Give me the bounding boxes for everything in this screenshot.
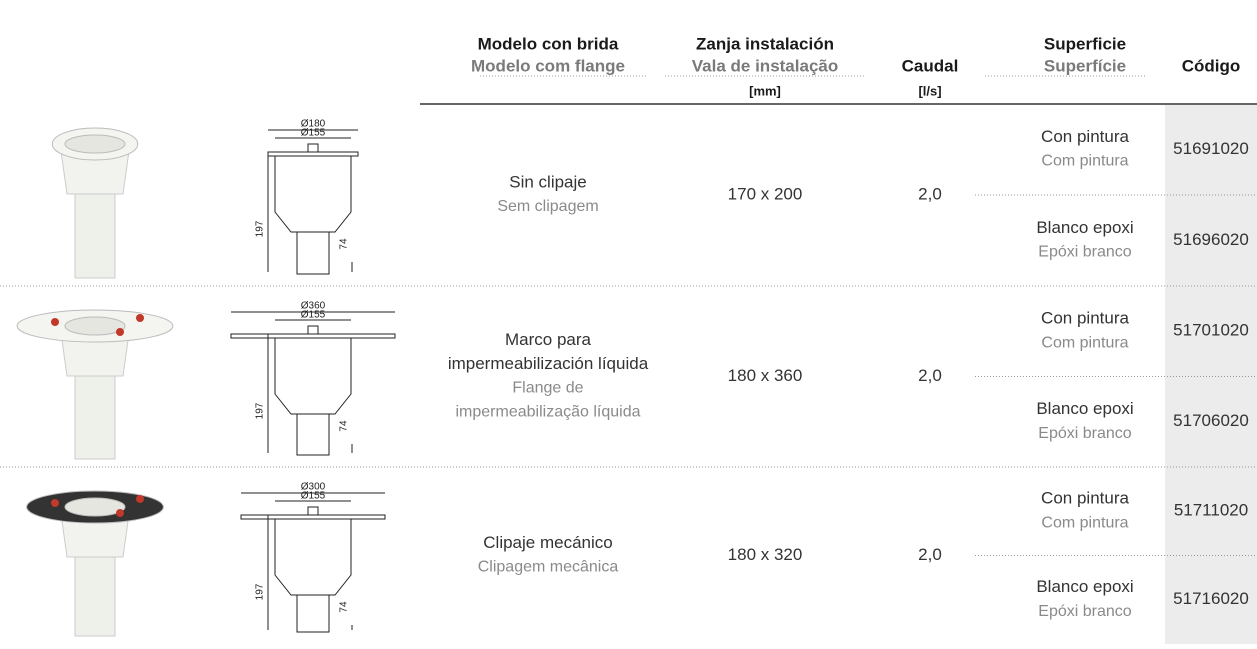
code: 51701020 xyxy=(1173,321,1249,340)
photo-opening xyxy=(64,134,126,154)
model-pt: Clipagem mecânica xyxy=(478,559,619,576)
surface-pt: Epóxi branco xyxy=(1038,425,1131,442)
drawing-flange xyxy=(230,333,396,339)
drawing-body xyxy=(274,519,352,596)
code: 51691020 xyxy=(1173,139,1249,158)
model-pt: Sem clipagem xyxy=(497,198,598,215)
drawing-cap xyxy=(307,506,319,516)
header-code: Código xyxy=(1182,56,1241,75)
dim-spout: 74 xyxy=(339,238,350,250)
photo-stud xyxy=(136,314,144,322)
dim-inner: Ø155 xyxy=(301,491,326,502)
drawing-body xyxy=(274,338,352,415)
trench: 170 x 200 xyxy=(728,184,803,203)
photo-stud xyxy=(136,495,144,503)
model-es: Marco para xyxy=(505,330,592,349)
drawing-spout xyxy=(296,231,330,275)
code: 51716020 xyxy=(1173,589,1249,608)
header-surface-es: Superficie xyxy=(1044,34,1126,53)
dim-height: 197 xyxy=(255,583,266,600)
code: 51696020 xyxy=(1173,230,1249,249)
dim-outer: Ø360 xyxy=(301,301,326,312)
dim-spout: 74 xyxy=(339,601,350,613)
drawing-cap xyxy=(307,325,319,335)
header-trench-unit: [mm] xyxy=(749,83,781,98)
photo-opening xyxy=(64,316,126,336)
code: 51706020 xyxy=(1173,411,1249,430)
drawing-cap xyxy=(307,143,319,153)
dim-height: 197 xyxy=(255,402,266,419)
header-surface-pt: Superfície xyxy=(1044,56,1126,75)
model-es: Clipaje mecánico xyxy=(483,533,612,552)
drawing-body xyxy=(274,156,352,233)
header-trench-pt: Vala de instalação xyxy=(692,56,838,75)
surface-pt: Epóxi branco xyxy=(1038,244,1131,261)
photo-stud xyxy=(51,499,59,507)
surface-es: Blanco epoxi xyxy=(1036,577,1133,596)
dim-inner: Ø155 xyxy=(301,128,326,139)
model-es: impermeabilización líquida xyxy=(448,354,649,373)
trench: 180 x 320 xyxy=(728,545,803,564)
surface-es: Con pintura xyxy=(1041,127,1129,146)
code: 51711020 xyxy=(1174,501,1248,520)
model-pt: impermeabilização líquida xyxy=(456,404,641,421)
dim-spout: 74 xyxy=(339,420,350,432)
header-trench-es: Zanja instalación xyxy=(696,34,834,53)
model-pt: Flange de xyxy=(512,380,583,397)
code-column-bg xyxy=(1165,104,1257,644)
header-flow-unit: [l/s] xyxy=(918,83,941,98)
dim-outer: Ø180 xyxy=(301,119,326,130)
surface-es: Blanco epoxi xyxy=(1036,218,1133,237)
header-model-pt: Modelo com flange xyxy=(471,56,625,75)
dim-inner: Ø155 xyxy=(301,310,326,321)
surface-pt: Com pintura xyxy=(1041,334,1128,351)
photo-stud xyxy=(51,318,59,326)
drawing-spout xyxy=(296,413,330,456)
photo-stud xyxy=(116,509,124,517)
photo-opening xyxy=(64,497,126,517)
flow: 2,0 xyxy=(918,545,942,564)
drawing-spout xyxy=(296,594,330,633)
flow: 2,0 xyxy=(918,184,942,203)
surface-es: Con pintura xyxy=(1041,309,1129,328)
surface-pt: Com pintura xyxy=(1041,153,1128,170)
surface-pt: Com pintura xyxy=(1041,514,1128,531)
surface-pt: Epóxi branco xyxy=(1038,603,1131,620)
model-es: Sin clipaje xyxy=(509,172,587,191)
dim-height: 197 xyxy=(255,220,266,237)
header-model-es: Modelo con brida xyxy=(478,34,619,53)
flow: 2,0 xyxy=(918,366,942,385)
drawing-flange xyxy=(240,514,386,520)
dim-outer: Ø300 xyxy=(301,482,326,493)
surface-es: Blanco epoxi xyxy=(1036,399,1133,418)
surface-es: Con pintura xyxy=(1041,489,1129,508)
header-flow: Caudal xyxy=(902,56,959,75)
drawing-flange xyxy=(267,151,359,157)
trench: 180 x 360 xyxy=(728,366,803,385)
photo-stud xyxy=(116,328,124,336)
